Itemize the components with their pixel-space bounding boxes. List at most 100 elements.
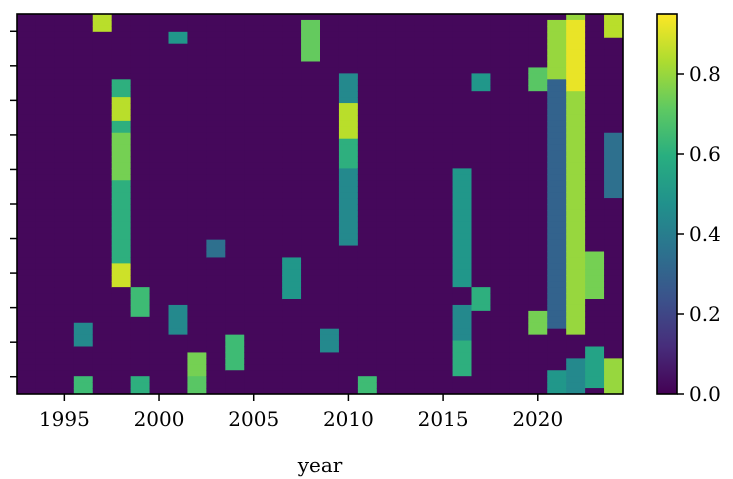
heatmap-cell: [338, 304, 359, 312]
heatmap-cell: [376, 281, 397, 288]
heatmap-cell: [130, 55, 151, 63]
heatmap-cell: [528, 334, 548, 342]
heatmap-cell: [585, 245, 605, 253]
heatmap-cell: [357, 364, 378, 371]
heatmap-cell: [35, 37, 56, 45]
heatmap-cell: [414, 322, 435, 330]
heatmap-cell: [528, 227, 548, 235]
heatmap-cell: [320, 156, 340, 164]
heatmap-cell: [376, 37, 397, 45]
heatmap-cell: [73, 91, 94, 98]
heatmap-cell: [225, 37, 245, 45]
heatmap-cell: [35, 251, 56, 259]
heatmap-cell: [168, 156, 189, 164]
heatmap-cell: [528, 269, 548, 276]
heatmap-cell: [225, 263, 245, 270]
heatmap-cell: [187, 275, 207, 282]
heatmap-cell: [244, 120, 264, 128]
heatmap-cell: [414, 245, 435, 253]
heatmap-cell: [338, 358, 359, 365]
heatmap-cell: [17, 144, 37, 152]
heatmap-cell: [585, 126, 605, 134]
heatmap-cell: [395, 49, 416, 57]
heatmap-cell: [225, 275, 245, 282]
heatmap-cell: [490, 79, 510, 86]
heatmap-cell: [35, 43, 56, 51]
heatmap-cell: [376, 263, 397, 270]
heatmap-cell: [414, 340, 435, 348]
heatmap-cell: [35, 180, 56, 187]
heatmap-cell: [301, 281, 321, 288]
heatmap-cell: [54, 55, 75, 63]
heatmap-cell: [547, 73, 567, 80]
heatmap-cell: [509, 61, 529, 69]
heatmap-cell: [111, 97, 132, 104]
heatmap-cell: [452, 91, 473, 98]
heatmap-cell: [263, 186, 283, 193]
heatmap-cell: [187, 346, 207, 354]
heatmap-cell: [320, 31, 340, 39]
heatmap-cell: [263, 364, 283, 371]
heatmap-cell: [54, 299, 75, 306]
heatmap-cell: [225, 239, 245, 247]
heatmap-cell: [376, 358, 397, 365]
heatmap-cell: [130, 180, 151, 187]
heatmap-cell: [585, 67, 605, 74]
heatmap-cell: [187, 43, 207, 51]
heatmap-cell: [547, 227, 567, 235]
heatmap-cell: [149, 156, 170, 164]
heatmap-cell: [263, 79, 283, 86]
heatmap-cell: [320, 91, 340, 98]
heatmap-cell: [414, 221, 435, 229]
heatmap-cell: [225, 120, 245, 128]
heatmap-cell: [395, 358, 416, 365]
heatmap-cell: [566, 251, 586, 259]
heatmap-cell: [301, 227, 321, 235]
heatmap-cell: [490, 293, 510, 300]
heatmap-cell: [471, 358, 492, 365]
heatmap-cell: [225, 180, 245, 187]
heatmap-cell: [433, 43, 454, 51]
heatmap-cell: [225, 192, 245, 199]
heatmap-cell: [92, 55, 113, 63]
heatmap-cell: [111, 269, 132, 276]
heatmap-cell: [206, 14, 226, 21]
heatmap-cell: [187, 79, 207, 86]
heatmap-cell: [395, 221, 416, 229]
heatmap-cell: [452, 364, 473, 371]
heatmap-cell: [187, 49, 207, 57]
heatmap-cell: [433, 269, 454, 276]
heatmap-cell: [320, 79, 340, 86]
heatmap-cell: [509, 162, 529, 169]
heatmap-cell: [244, 168, 264, 175]
heatmap-cell: [187, 144, 207, 152]
heatmap-cell: [92, 358, 113, 365]
heatmap-cell: [54, 19, 75, 27]
heatmap-cell: [414, 114, 435, 122]
heatmap-cell: [604, 358, 623, 365]
heatmap-cell: [376, 287, 397, 294]
heatmap-cell: [604, 287, 623, 294]
heatmap-cell: [187, 221, 207, 229]
heatmap-cell: [433, 120, 454, 128]
heatmap-cell: [547, 156, 567, 164]
heatmap-cell: [357, 14, 378, 21]
heatmap-cell: [206, 263, 226, 270]
heatmap-cell: [187, 73, 207, 80]
heatmap-cell: [35, 73, 56, 80]
heatmap-cell: [357, 198, 378, 205]
heatmap-cell: [206, 67, 226, 74]
heatmap-cell: [149, 144, 170, 152]
heatmap-cell: [130, 310, 151, 318]
heatmap-cell: [490, 316, 510, 324]
heatmap-cell: [130, 114, 151, 122]
heatmap-cell: [490, 109, 510, 116]
heatmap-cell: [490, 97, 510, 104]
heatmap-cell: [301, 126, 321, 134]
heatmap-cell: [395, 245, 416, 253]
heatmap-cell: [490, 269, 510, 276]
heatmap-cell: [452, 340, 473, 348]
heatmap-cell: [17, 334, 37, 342]
heatmap-cell: [357, 91, 378, 98]
heatmap-cell: [244, 126, 264, 134]
